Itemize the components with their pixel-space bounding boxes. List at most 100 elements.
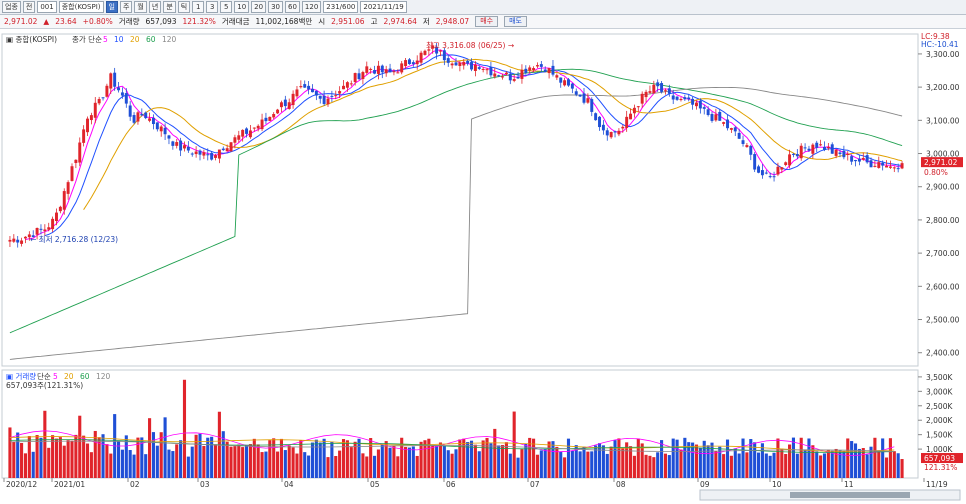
x-tick-label: 02	[130, 480, 140, 489]
open-label: 시	[318, 17, 326, 26]
toolbar-item-13[interactable]: 10	[234, 1, 250, 13]
sell-button[interactable]: 매도	[504, 16, 527, 27]
y-tick-label: 3,300.00	[926, 50, 960, 59]
volume-bar	[128, 450, 132, 478]
volume-bar	[656, 452, 660, 478]
volume-bar	[210, 436, 214, 478]
volume-bar	[148, 418, 152, 478]
volume-bar	[466, 442, 470, 478]
candle	[850, 156, 854, 162]
current-price-tag-label: 2,971.02	[924, 158, 958, 167]
volume-bar	[322, 438, 326, 478]
toolbar-item-1[interactable]: 전	[22, 1, 36, 13]
candle	[807, 148, 811, 151]
candle	[799, 145, 803, 159]
candle	[648, 91, 652, 93]
volume-bar	[613, 440, 617, 478]
volume-bar	[8, 427, 12, 478]
volume-bar	[97, 437, 101, 478]
volume-bar	[888, 438, 892, 478]
candle	[225, 148, 229, 152]
volume-bar	[683, 437, 687, 478]
volume-bar	[473, 444, 477, 478]
candle	[338, 91, 342, 94]
toolbar-item-10[interactable]: 1	[192, 1, 205, 13]
volume-bar	[791, 437, 796, 478]
toolbar-item-0[interactable]: 업종	[2, 1, 21, 13]
toolbar-item-12[interactable]: 5	[220, 1, 233, 13]
candle	[617, 130, 621, 135]
volume-bar	[369, 438, 373, 478]
toolbar-item-18[interactable]: 231/600	[323, 1, 359, 13]
candle	[74, 159, 78, 163]
volume-bar	[547, 441, 551, 478]
volume-bar	[706, 445, 710, 478]
x-tick-label: 2021/01	[54, 480, 85, 489]
candle	[369, 68, 373, 70]
toolbar-item-15[interactable]: 30	[268, 1, 283, 13]
toolbar-item-16[interactable]: 60	[285, 1, 300, 13]
candle	[578, 94, 582, 97]
stock-chart[interactable]: 3,300.00 3,200.00 3,100.00 3,000.00 2,900.00…	[0, 30, 966, 504]
candle	[411, 62, 415, 65]
volume-bar	[388, 447, 392, 478]
toolbar-item-14[interactable]: 20	[251, 1, 267, 13]
candle	[16, 239, 20, 243]
toolbar-item-19[interactable]: 2021/11/19	[360, 1, 407, 13]
volume-bar	[768, 455, 772, 478]
volume-legend: 20	[64, 372, 74, 381]
candle	[101, 97, 105, 99]
buy-button[interactable]: 매수	[475, 16, 499, 27]
candle	[183, 145, 186, 149]
candle	[124, 93, 128, 104]
toolbar-item-7[interactable]: 년	[148, 1, 162, 13]
current-volume-tag	[921, 453, 963, 464]
toolbar-item-17[interactable]: 120	[301, 1, 322, 13]
volume-bar	[485, 437, 489, 478]
toolbar-item-3[interactable]: 종합(KOSPI)	[58, 1, 104, 13]
volume-bar	[652, 457, 656, 478]
candle	[295, 89, 299, 97]
toolbar-item-2[interactable]: 001	[37, 1, 57, 13]
candle	[51, 218, 55, 230]
volume-bar	[815, 451, 819, 478]
volume-bar	[213, 444, 218, 478]
volume-bar	[47, 447, 51, 478]
volume-bar	[404, 446, 408, 478]
volume-bar	[51, 435, 55, 478]
toolbar-item-4[interactable]: 일	[105, 1, 118, 13]
volume-bar	[822, 453, 827, 478]
candle	[105, 85, 109, 97]
volume-bar	[31, 451, 35, 478]
candle	[132, 115, 136, 123]
toolbar-item-5[interactable]: 주	[119, 1, 133, 13]
toolbar-item-9[interactable]: 틱	[177, 1, 191, 13]
candle	[245, 128, 249, 134]
volume-bar	[846, 438, 850, 478]
x-tick-label: 03	[200, 480, 210, 489]
candle	[229, 142, 233, 152]
volume-bar	[345, 440, 349, 478]
volume-bar	[74, 434, 78, 478]
candle	[283, 99, 287, 107]
volume-bar	[396, 456, 400, 478]
candle	[458, 62, 462, 66]
volume-legend: ▣ 거래량	[6, 372, 36, 381]
candle	[757, 166, 761, 173]
candle	[39, 228, 43, 230]
volume-bar	[194, 434, 198, 478]
toolbar-item-6[interactable]: 월	[134, 1, 147, 13]
price-legend-ma: 5	[103, 35, 108, 44]
toolbar-item-8[interactable]: 분	[163, 1, 176, 13]
high-label: 고	[370, 17, 378, 26]
volume-bar	[20, 443, 24, 478]
candle	[830, 144, 834, 154]
candle	[877, 162, 881, 168]
candle	[78, 142, 82, 163]
volume-bar	[163, 417, 167, 478]
candle	[795, 153, 799, 157]
toolbar-item-11[interactable]: 3	[206, 1, 219, 13]
volume-bar	[621, 448, 625, 478]
volume-bar	[109, 453, 113, 478]
candle	[322, 95, 326, 104]
